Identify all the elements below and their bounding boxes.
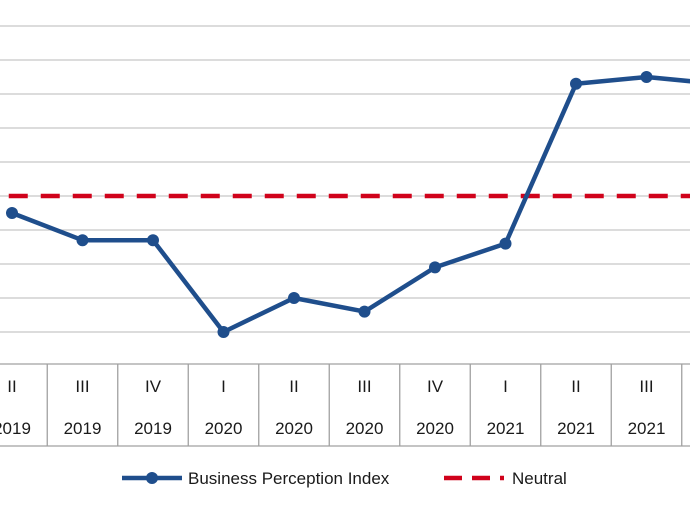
legend-label-neutral: Neutral: [512, 469, 567, 488]
tick-label-year: 2019: [64, 419, 102, 438]
tick-label-year: 2021: [557, 419, 595, 438]
tick-label-quarter: II: [289, 377, 298, 396]
tick-label-year: 2019: [0, 419, 31, 438]
tick-label-quarter: III: [75, 377, 89, 396]
tick-label-quarter: III: [357, 377, 371, 396]
data-point: [570, 77, 582, 90]
series-line-business-perception-index: [11, 74, 690, 335]
data-point: [499, 237, 512, 250]
tick-label-year: 2020: [205, 419, 243, 438]
tick-label-quarter: I: [221, 377, 226, 396]
tick-label-quarter: I: [503, 377, 508, 396]
data-point: [640, 71, 653, 83]
tick-label-year: 2020: [346, 419, 384, 438]
gridlines: [0, 25, 690, 333]
data-point: [288, 292, 300, 304]
tick-label-year: 2021: [487, 419, 525, 438]
data-point: [6, 207, 18, 219]
data-point: [217, 326, 230, 338]
tick-label-year: 2019: [134, 419, 172, 438]
legend-marker-business-perception-index: [146, 472, 158, 484]
data-point: [76, 234, 89, 247]
tick-label-quarter: IV: [145, 377, 162, 396]
legend: Business Perception Index Neutral: [122, 469, 567, 488]
legend-label-business-perception-index: Business Perception Index: [188, 469, 390, 488]
tick-label-quarter: III: [639, 377, 653, 396]
tick-label-quarter: II: [7, 377, 16, 396]
category-axis: II2019III2019IV2019I2020II2020III2020IV2…: [0, 363, 690, 447]
tick-label-year: 2020: [416, 419, 454, 438]
tick-label-year: 2020: [275, 419, 313, 438]
tick-label-year: 2021: [628, 419, 666, 438]
data-point: [358, 305, 371, 318]
data-point: [147, 234, 159, 247]
data-point: [429, 261, 441, 274]
tick-label-quarter: II: [571, 377, 580, 396]
series-lines: [0, 71, 690, 338]
tick-label-quarter: IV: [427, 377, 444, 396]
